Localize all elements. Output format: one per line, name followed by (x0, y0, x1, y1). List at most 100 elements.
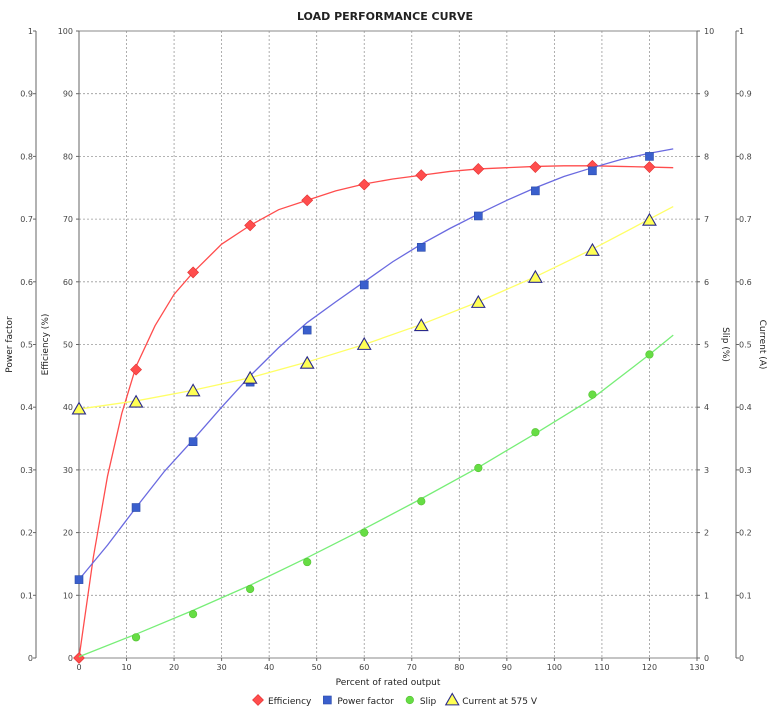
series-current (71, 205, 674, 415)
x-tick-label: 50 (312, 663, 322, 672)
power-factor-tick-label: 1 (28, 27, 33, 36)
power-factor-tick-label: 0 (28, 654, 33, 663)
current-tick-label: 0.6 (739, 278, 752, 287)
x-axis-label: Percent of rated output (336, 678, 441, 688)
efficiency-tick-label: 10 (63, 591, 73, 600)
axes: 0 10 20 30 40 50 60 70 80 90 100 110 120 13000.10.20.… (5, 27, 767, 672)
series-line-slip (78, 334, 674, 658)
x-tick-label: 100 (547, 663, 562, 672)
data-point-power-factor (588, 166, 597, 176)
efficiency-tick-label: 50 (63, 341, 73, 350)
x-tick-label: 130 (689, 663, 704, 672)
x-tick-label: 110 (594, 663, 609, 672)
current-tick-label: 0.8 (739, 152, 752, 161)
slip-tick-label: 3 (704, 466, 709, 475)
data-point-efficiency (301, 194, 314, 207)
data-point-current (185, 383, 201, 397)
power-factor-tick-label: 0.6 (20, 278, 33, 287)
efficiency-tick-label: 30 (63, 466, 73, 475)
x-tick-label: 20 (169, 663, 179, 672)
slip-tick-label: 2 (704, 529, 709, 538)
data-point-power-factor (74, 575, 84, 584)
data-point-slip (531, 428, 540, 437)
efficiency-axis-label: Efficiency (%) (41, 314, 51, 376)
efficiency-tick-label: 80 (63, 152, 73, 161)
data-point-power-factor (474, 211, 483, 221)
slip-tick-label: 7 (704, 215, 709, 224)
data-point-power-factor (531, 186, 540, 196)
data-point-efficiency (130, 363, 142, 376)
series-line-efficiency (78, 165, 674, 659)
series-layer (71, 148, 674, 664)
data-point-efficiency (358, 178, 371, 191)
data-point-current (242, 370, 258, 384)
efficiency-tick-label: 90 (63, 90, 73, 99)
x-tick-label: 10 (121, 663, 131, 672)
slip-tick-label: 4 (704, 403, 709, 412)
legend-item-power-factor: Power factor (323, 695, 394, 707)
power-factor-tick-label: 0.9 (20, 90, 33, 99)
power-factor-tick-label: 0.3 (20, 466, 33, 475)
data-point-efficiency (73, 652, 85, 664)
current-tick-label: 0.1 (739, 591, 752, 600)
current-tick-label: 0.9 (739, 90, 752, 99)
current-tick-label: 0.3 (739, 466, 752, 475)
power-factor-tick-label: 0.8 (20, 152, 33, 161)
data-point-current (299, 355, 315, 369)
x-tick-label: 70 (407, 663, 417, 672)
legend-marker-power-factor (323, 695, 332, 705)
power-factor-tick-label: 0.5 (20, 341, 33, 350)
power-factor-tick-label: 0.2 (20, 529, 33, 538)
data-point-current (527, 269, 543, 283)
data-point-current (642, 212, 657, 226)
legend-label-slip: Slip (420, 697, 437, 707)
power-factor-tick-label: 0.1 (20, 591, 33, 600)
slip-tick-label: 0 (704, 654, 709, 663)
data-point-current (413, 318, 429, 332)
data-point-current (470, 294, 486, 308)
data-point-slip (131, 633, 141, 642)
slip-tick-label: 9 (704, 90, 709, 99)
data-point-slip (246, 584, 255, 594)
data-point-efficiency (643, 161, 656, 173)
data-point-power-factor (359, 280, 369, 290)
data-point-efficiency (529, 161, 542, 173)
legend-item-slip: Slip (405, 695, 437, 707)
power-factor-tick-label: 0.7 (20, 215, 33, 224)
x-tick-label: 0 (76, 663, 81, 672)
efficiency-tick-label: 60 (63, 278, 73, 287)
legend-label-efficiency: Efficiency (268, 697, 312, 707)
series-line-power-factor (78, 148, 674, 581)
efficiency-tick-label: 20 (63, 529, 73, 538)
data-point-power-factor (302, 325, 312, 335)
x-tick-label: 90 (502, 663, 512, 672)
current-tick-label: 0.5 (739, 341, 752, 350)
chart-title: LOAD PERFORMANCE CURVE (297, 10, 473, 23)
x-tick-label: 30 (217, 663, 227, 672)
slip-tick-label: 10 (704, 27, 714, 36)
current-tick-label: 0 (739, 654, 744, 663)
legend-label-power-factor: Power factor (337, 697, 394, 707)
data-point-current (128, 394, 144, 408)
legend-item-efficiency: Efficiency (252, 694, 312, 707)
data-point-efficiency (187, 266, 200, 279)
current-tick-label: 0.2 (739, 529, 752, 538)
slip-tick-label: 6 (704, 278, 709, 287)
data-point-slip (474, 463, 483, 473)
x-tick-label: 40 (264, 663, 274, 672)
data-point-slip (417, 497, 426, 506)
series-slip (78, 334, 674, 658)
series-line-current (78, 205, 674, 410)
data-point-power-factor (188, 437, 198, 446)
slip-tick-label: 5 (704, 341, 709, 350)
data-point-slip (188, 610, 198, 619)
data-point-power-factor (131, 503, 141, 512)
efficiency-tick-label: 0 (68, 654, 73, 663)
series-efficiency (73, 159, 674, 664)
data-point-current (584, 242, 600, 256)
legend: Efficiency Power factor Slip Current at 575… (252, 692, 538, 707)
legend-item-current: Current at 575 V (444, 692, 538, 707)
data-point-slip (360, 528, 369, 537)
power-factor-tick-label: 0.4 (20, 403, 33, 412)
